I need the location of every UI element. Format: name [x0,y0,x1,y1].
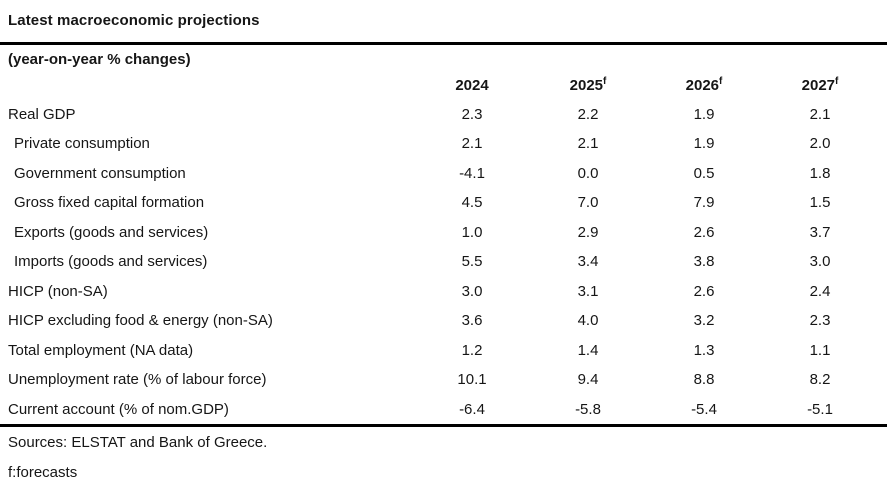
year-label: 2024 [455,77,489,94]
table-row-private-consumption: Private consumption 2.1 2.1 1.9 2.0 [0,129,887,159]
table-row-total-employment: Total employment (NA data) 1.2 1.4 1.3 1… [0,336,887,366]
row-label: Exports (goods and services) [14,223,209,241]
row-label: HICP excluding food & energy (non-SA) [8,312,273,330]
cell-value: 2.6 [693,282,715,300]
row-label: Current account (% of nom.GDP) [8,400,229,418]
cell-value: 1.0 [461,223,483,241]
table-row-real-gdp: Real GDP 2.3 2.2 1.9 2.1 [0,100,887,130]
column-header-2026: 2026f [646,76,762,95]
forecast-note: f:forecasts [8,463,78,481]
row-label: Private consumption [14,135,150,153]
page-title: Latest macroeconomic projections [8,12,260,29]
cell-value: 0.5 [693,164,715,182]
cell-value: 2.4 [809,282,831,300]
row-label: Unemployment rate (% of labour force) [8,371,267,389]
table-row-hicp-excluding-food-energy: HICP excluding food & energy (non-SA) 3.… [0,306,887,336]
table-row-government-consumption: Government consumption -4.1 0.0 0.5 1.8 [0,159,887,189]
row-label: Real GDP [8,105,76,123]
cell-value: 1.2 [461,341,483,359]
table-row-exports: Exports (goods and services) 1.0 2.9 2.6… [0,218,887,248]
cell-value: 5.5 [461,253,483,271]
cell-value: -6.4 [459,400,485,418]
cell-value: 1.9 [693,105,715,123]
table-header-row: 2024 2025f 2026f 2027f [0,72,887,100]
cell-value: 3.0 [461,282,483,300]
year-label: 2027 [801,77,836,94]
cell-value: 3.0 [809,253,831,271]
cell-value: 3.6 [461,312,483,330]
cell-value: 2.1 [461,135,483,153]
cell-value: 8.2 [809,371,831,389]
table-row-hicp: HICP (non-SA) 3.0 3.1 2.6 2.4 [0,277,887,307]
table-row-imports: Imports (goods and services) 5.5 3.4 3.8… [0,247,887,277]
top-rule [0,42,887,45]
cell-value: 8.8 [693,371,715,389]
cell-value: 7.9 [693,194,715,212]
cell-value: 1.9 [693,135,715,153]
bottom-rule [0,424,887,427]
cell-value: 0.0 [577,164,599,182]
cell-value: 3.1 [577,282,599,300]
cell-value: 3.2 [693,312,715,330]
cell-value: -5.8 [575,400,601,418]
cell-value: 1.5 [809,194,831,212]
cell-value: 1.1 [809,341,831,359]
cell-value: 2.1 [577,135,599,153]
cell-value: -5.1 [807,400,833,418]
cell-value: 2.6 [693,223,715,241]
forecast-superscript: f [603,76,607,87]
cell-value: 1.3 [693,341,715,359]
row-label: Total employment (NA data) [8,341,194,359]
row-label: Imports (goods and services) [14,253,208,271]
column-header-2027: 2027f [762,76,878,95]
table-row-current-account: Current account (% of nom.GDP) -6.4 -5.8… [0,395,887,425]
cell-value: -5.4 [691,400,717,418]
cell-value: 9.4 [577,371,599,389]
cell-value: 2.3 [461,105,483,123]
column-header-2025: 2025f [530,76,646,95]
cell-value: 3.7 [809,223,831,241]
forecast-superscript: f [719,76,723,87]
cell-value: 2.9 [577,223,599,241]
cell-value: 10.1 [457,371,487,389]
cell-value: 3.8 [693,253,715,271]
year-label: 2025 [569,77,604,94]
table-row-unemployment-rate: Unemployment rate (% of labour force) 10… [0,365,887,395]
row-label: Gross fixed capital formation [14,194,205,212]
cell-value: 1.8 [809,164,831,182]
cell-value: 7.0 [577,194,599,212]
cell-value: 4.0 [577,312,599,330]
row-label: Government consumption [14,164,186,182]
cell-value: 2.1 [809,105,831,123]
sources-note: Sources: ELSTAT and Bank of Greece. [8,433,268,451]
column-header-2024: 2024 [414,77,530,94]
cell-value: 4.5 [461,194,483,212]
cell-value: 2.0 [809,135,831,153]
cell-value: -4.1 [459,164,485,182]
cell-value: 2.2 [577,105,599,123]
row-label: HICP (non-SA) [8,282,108,300]
cell-value: 1.4 [577,341,599,359]
unit-note: (year-on-year % changes) [8,50,191,68]
forecast-superscript: f [835,76,839,87]
table-row-gross-fixed-capital-formation: Gross fixed capital formation 4.5 7.0 7.… [0,188,887,218]
cell-value: 3.4 [577,253,599,271]
year-label: 2026 [685,77,720,94]
cell-value: 2.3 [809,312,831,330]
